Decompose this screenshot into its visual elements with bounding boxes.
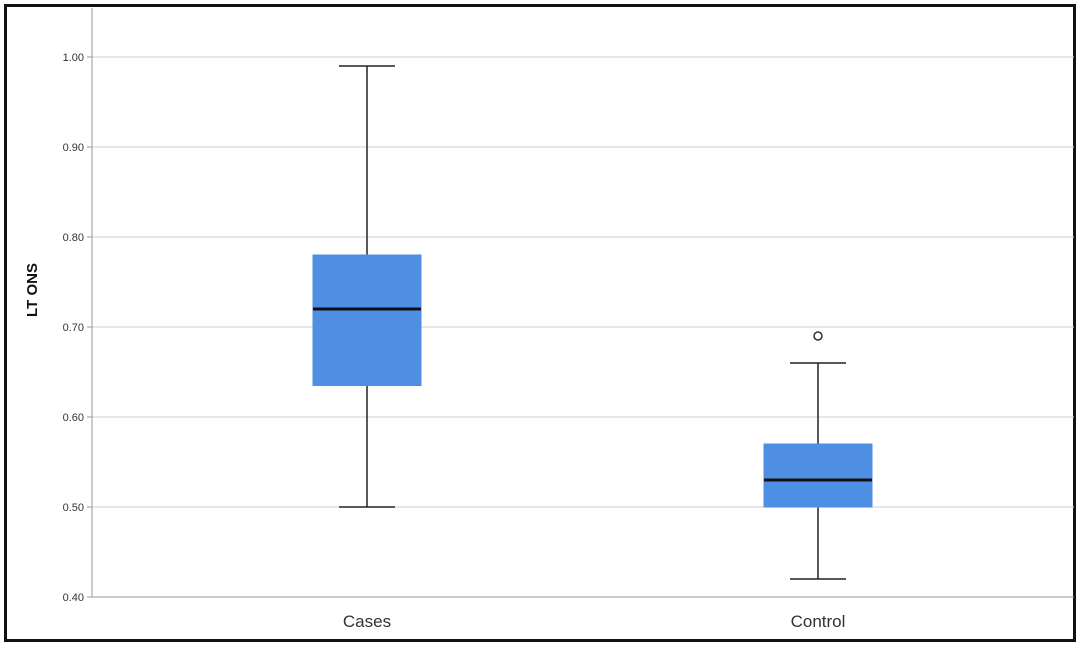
y-tick-label: 0.50	[63, 502, 84, 514]
x-category-label: Control	[791, 612, 846, 631]
chart-frame	[4, 4, 1076, 642]
y-tick-label: 0.90	[63, 142, 84, 154]
category-labels: Cases Control	[343, 612, 846, 631]
y-tick-label: 0.70	[63, 322, 84, 334]
box-iqr	[763, 443, 873, 508]
box-cases	[312, 65, 422, 508]
y-axis-title: LT ONS	[24, 263, 41, 317]
y-tick-label: 0.80	[63, 232, 84, 244]
outlier-point	[813, 331, 823, 341]
box-control	[763, 331, 873, 580]
y-tick-label: 0.60	[63, 412, 84, 424]
box-iqr	[312, 254, 422, 386]
gridlines	[92, 56, 1074, 598]
y-tick-label: 0.40	[63, 592, 84, 604]
y-axis: 0.40 0.50 0.60 0.70 0.80 0.90 1.00	[63, 8, 93, 604]
y-tick-label: 1.00	[63, 52, 84, 64]
boxes	[312, 65, 873, 580]
x-category-label: Cases	[343, 612, 391, 631]
